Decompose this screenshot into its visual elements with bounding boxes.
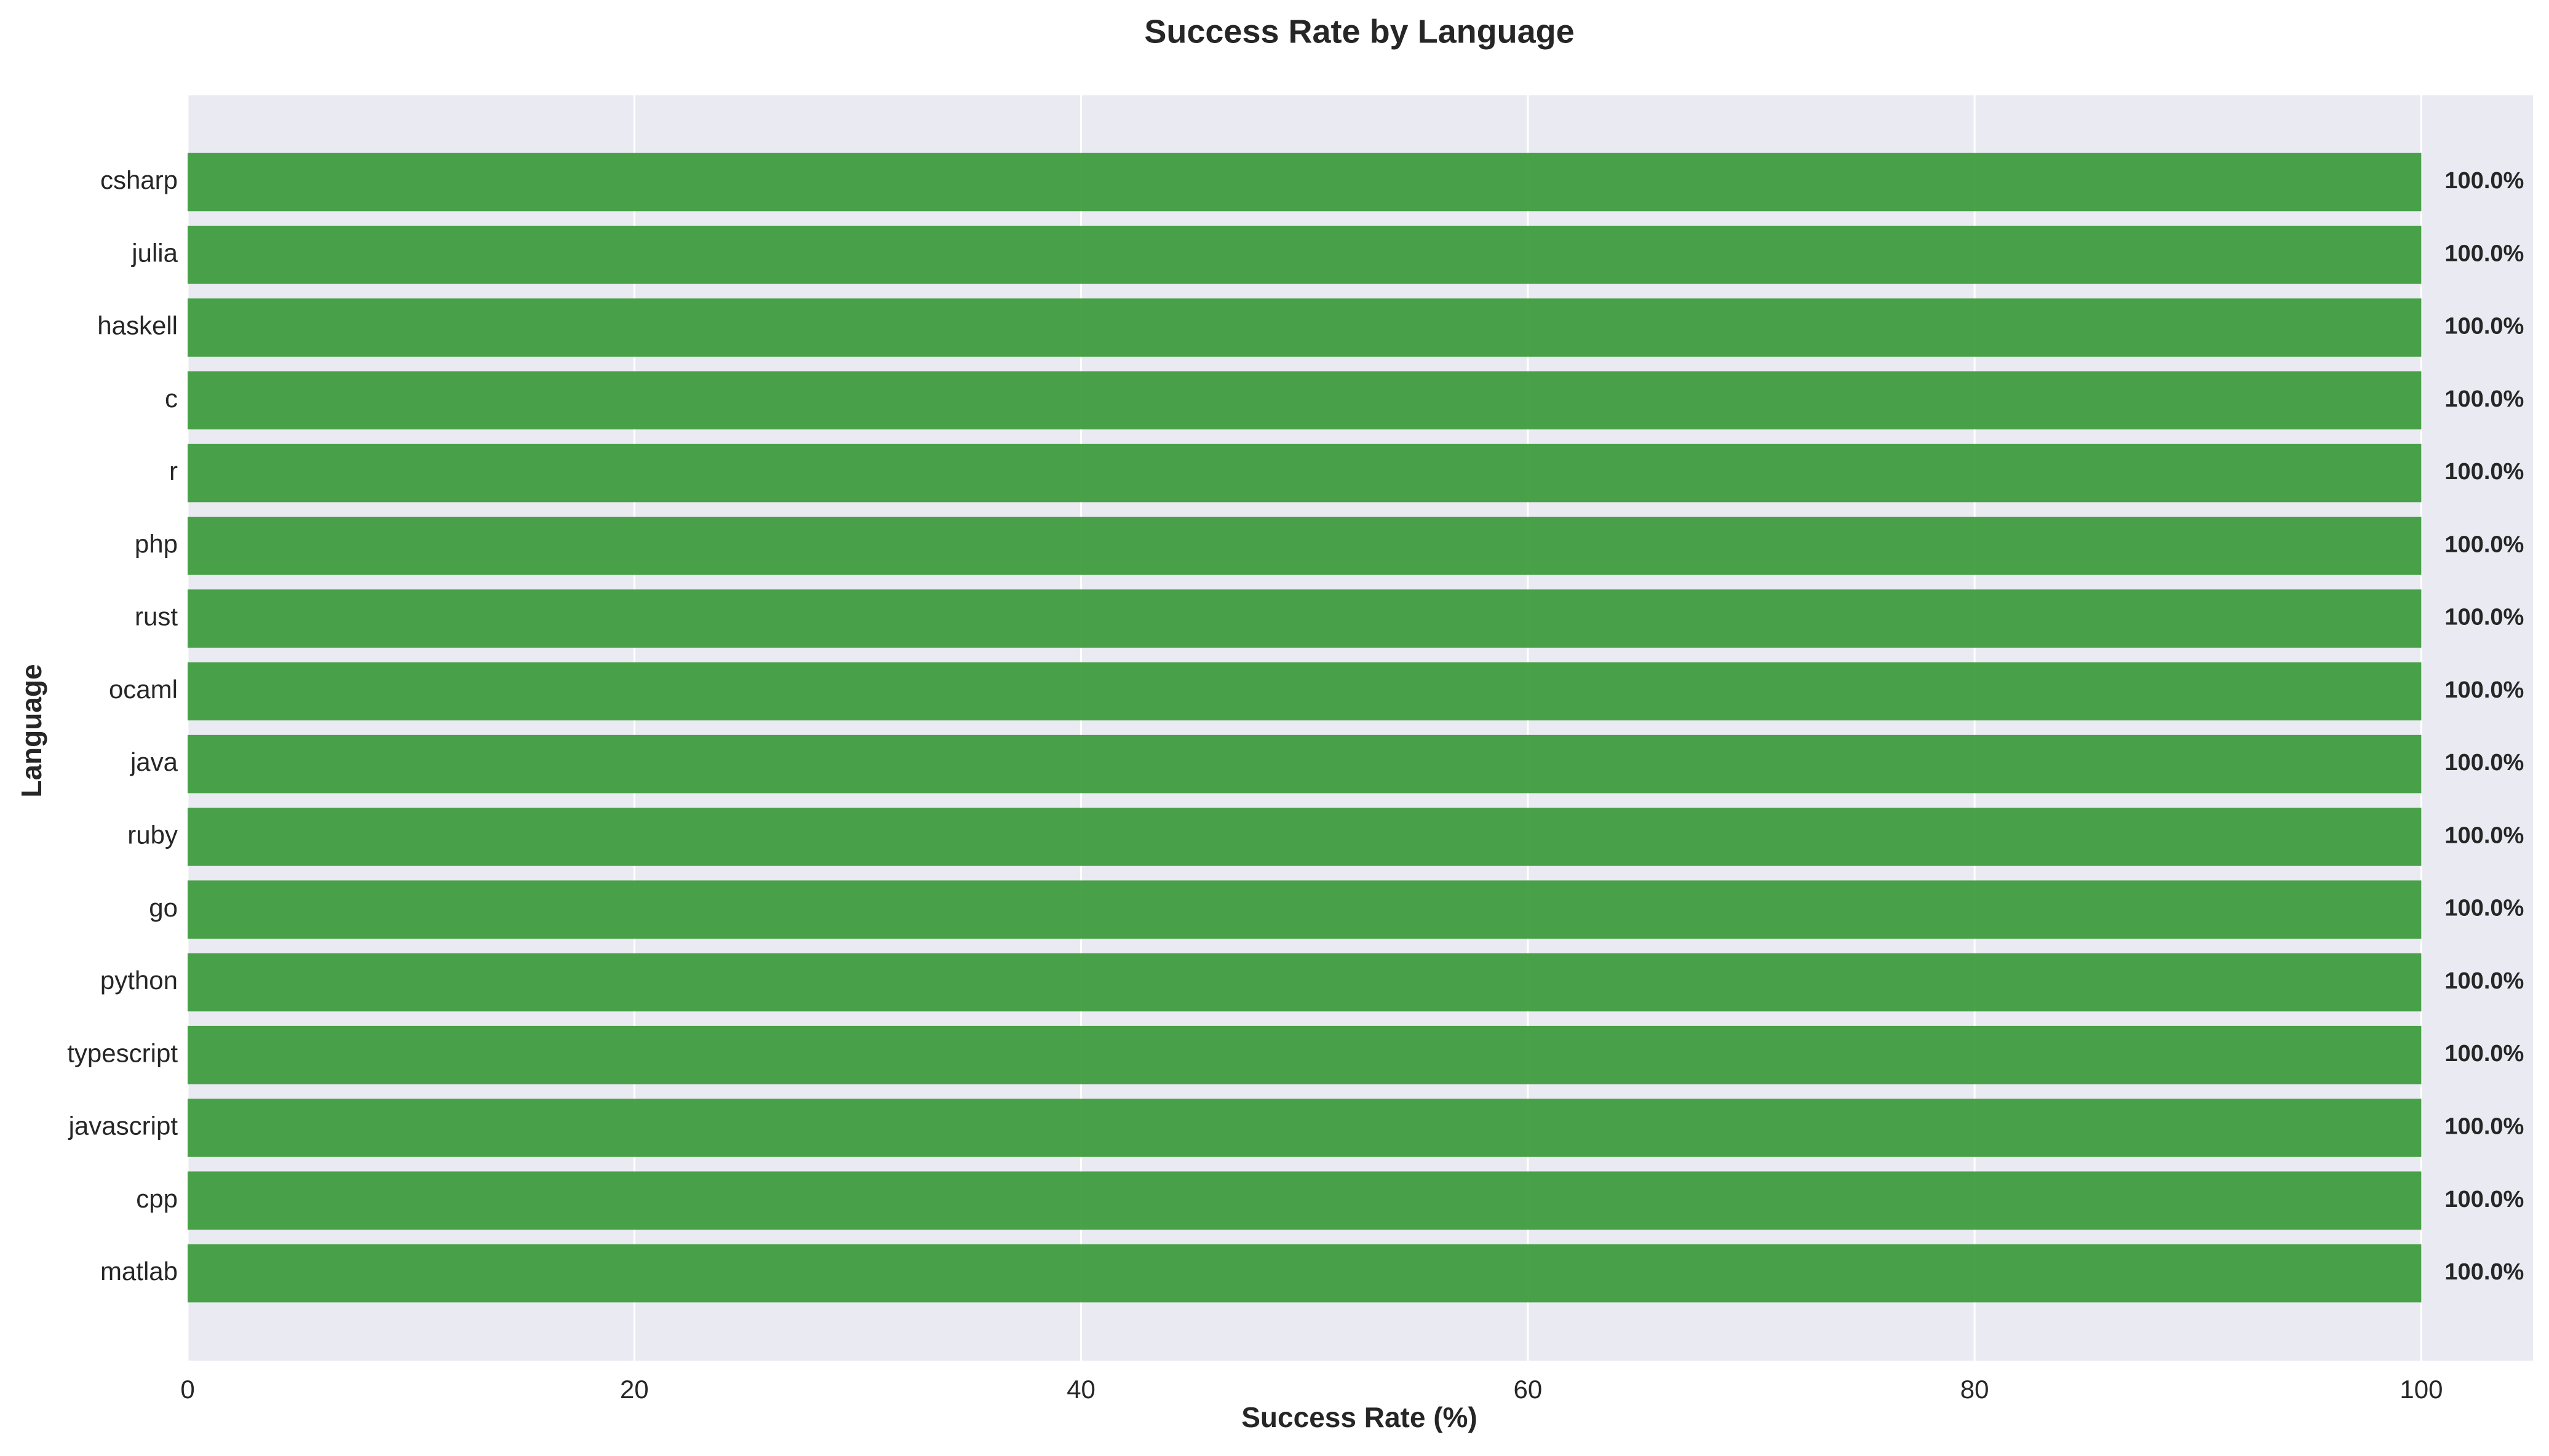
bar-typescript [188,1025,2422,1084]
y-tick-label-julia: julia [130,238,178,267]
chart-title: Success Rate by Language [1144,13,1574,50]
y-tick-label-c: c [165,384,178,413]
x-tick-label: 20 [620,1375,649,1404]
bar-csharp [188,153,2422,212]
value-label-go: 100.0% [2444,896,2524,921]
value-label-javascript: 100.0% [2444,1113,2524,1139]
bar-rust [188,589,2422,648]
value-label-haskell: 100.0% [2444,314,2524,340]
bar-c [188,371,2422,430]
value-label-java: 100.0% [2444,750,2524,776]
y-tick-label-ocaml: ocaml [109,675,178,704]
value-label-python: 100.0% [2444,968,2524,994]
value-label-php: 100.0% [2444,531,2524,557]
x-tick-labels: 0 20 40 60 80 100 [180,1375,2443,1404]
y-tick-label-javascript: javascript [68,1112,178,1140]
value-label-c: 100.0% [2444,386,2524,412]
x-tick-label: 80 [1960,1375,1989,1404]
bar-go [188,880,2422,939]
y-tick-label-typescript: typescript [67,1038,178,1067]
x-tick-label: 60 [1513,1375,1542,1404]
value-label-julia: 100.0% [2444,241,2524,266]
y-tick-label-haskell: haskell [97,311,178,340]
bar-matlab [188,1244,2422,1303]
bar-r [188,444,2422,503]
bar-ruby [188,808,2422,866]
bar-php [188,517,2422,575]
value-label-matlab: 100.0% [2444,1259,2524,1285]
x-axis-label: Success Rate (%) [1241,1401,1477,1433]
y-tick-label-matlab: matlab [100,1257,178,1286]
bar-javascript [188,1099,2422,1157]
value-label-ocaml: 100.0% [2444,677,2524,703]
value-labels: 100.0% 100.0% 100.0% 100.0% 100.0% 100.0% 100.… [2444,168,2524,1285]
bar-python [188,953,2422,1012]
y-tick-label-php: php [135,529,178,558]
bars [188,153,2422,1303]
bar-ocaml [188,662,2422,721]
y-tick-label-rust: rust [135,602,178,631]
y-axis-label: Language [15,664,47,797]
plot-area [188,95,2533,1361]
bar-haskell [188,298,2422,357]
y-tick-label-go: go [149,893,178,922]
bar-java [188,734,2422,794]
value-label-typescript: 100.0% [2444,1041,2524,1067]
value-label-r: 100.0% [2444,459,2524,485]
y-tick-label-cpp: cpp [136,1184,178,1213]
value-label-csharp: 100.0% [2444,168,2524,194]
x-tick-label: 40 [1067,1375,1096,1404]
x-tick-label: 0 [180,1375,194,1404]
bar-julia [188,225,2422,284]
value-label-rust: 100.0% [2444,605,2524,631]
x-tick-label: 100 [2400,1375,2443,1404]
bar-cpp [188,1171,2422,1230]
y-tick-label-r: r [169,456,178,485]
y-tick-label-python: python [100,966,178,995]
y-tick-label-csharp: csharp [100,165,178,194]
value-label-cpp: 100.0% [2444,1187,2524,1212]
y-tick-label-java: java [129,747,178,776]
y-tick-label-ruby: ruby [127,820,178,849]
y-tick-labels: csharp julia haskell c r php rust ocaml java ruby… [67,165,178,1286]
value-label-ruby: 100.0% [2444,822,2524,848]
